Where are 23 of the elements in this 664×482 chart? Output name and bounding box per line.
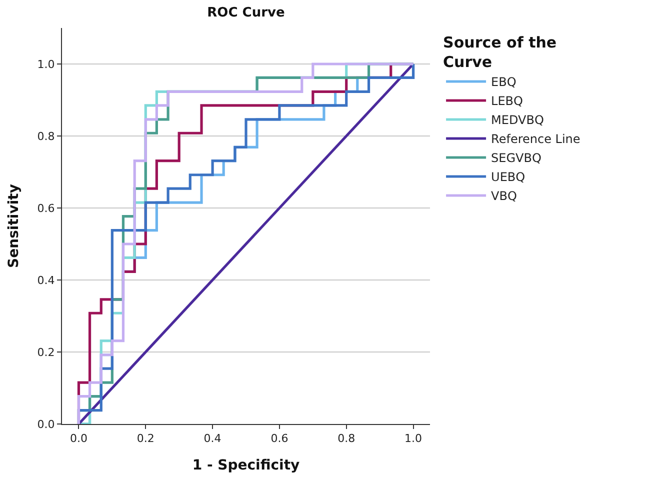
x-tick-label: 0.6: [270, 432, 288, 446]
y-tick-label: 0.4: [37, 274, 55, 287]
y-tick-label: 0.0: [37, 418, 55, 431]
legend-label: EBQ: [491, 75, 516, 90]
legend-label: VBQ: [491, 189, 517, 204]
legend-title: Source of the Curve: [443, 34, 557, 71]
legend-label: MEDVBQ: [491, 113, 544, 128]
chart-title: ROC Curve: [207, 5, 285, 20]
x-tick-label: 0.2: [136, 432, 154, 446]
legend-label: SEGVBQ: [491, 151, 542, 166]
legend-label: Reference Line: [491, 132, 580, 146]
legend-label: UEBQ: [491, 170, 526, 184]
x-tick-label: 0.8: [338, 432, 356, 446]
y-axis-title: Sensitivity: [6, 184, 22, 268]
x-tick-label: 0.4: [204, 432, 222, 446]
x-tick-label: 0.0: [70, 432, 88, 446]
y-tick-label: 1.0: [37, 58, 55, 71]
x-axis-title: 1 - Specificity: [192, 458, 300, 474]
x-tick-label: 1.0: [404, 432, 422, 446]
y-tick-label: 0.6: [37, 202, 55, 215]
legend-label: LEBQ: [491, 94, 523, 108]
y-tick-label: 0.2: [37, 346, 55, 359]
y-tick-label: 0.8: [37, 130, 55, 143]
